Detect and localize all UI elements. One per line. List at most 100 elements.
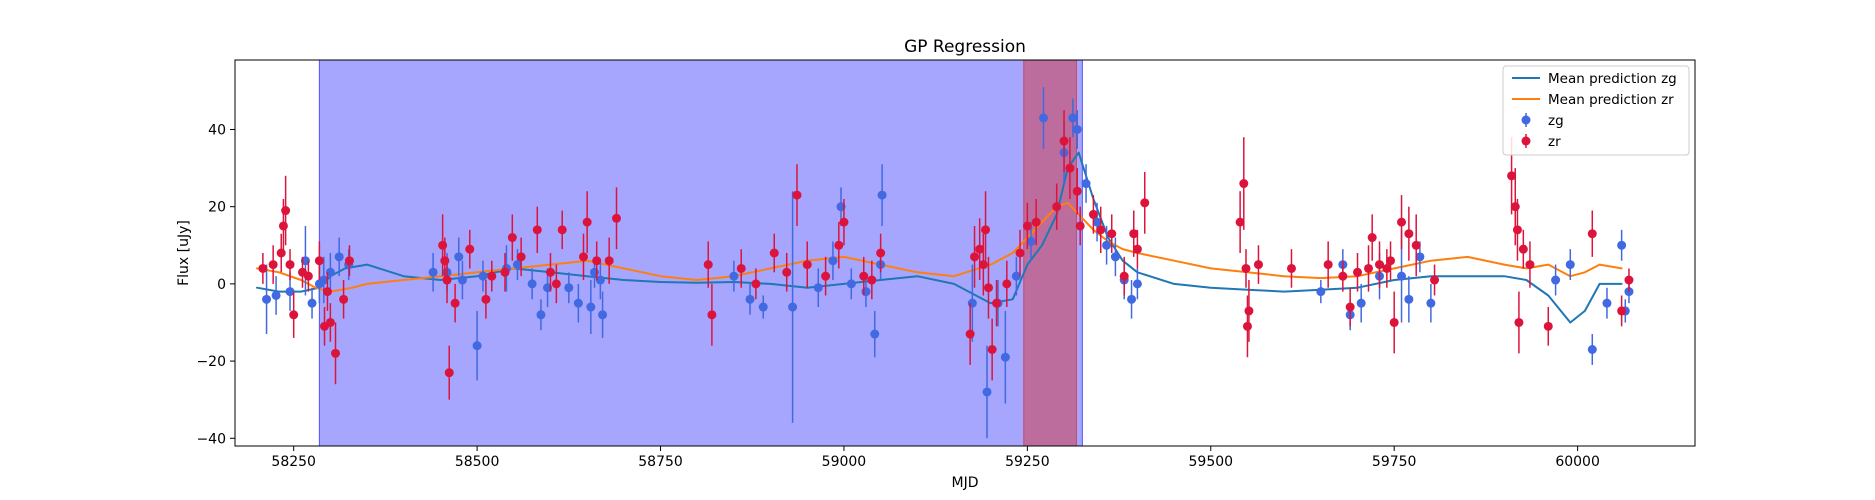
point-zr-3 [281, 175, 291, 246]
point-zr-64 [1065, 137, 1075, 199]
point-zr-30 [557, 210, 567, 250]
marker-zr-99 [1518, 244, 1528, 254]
point-zr-101 [1543, 307, 1553, 346]
point-zr-20 [450, 283, 460, 323]
y-axis-label: Flux [uJy] [176, 220, 192, 286]
point-zr-88 [1382, 249, 1392, 288]
point-zr-78 [1244, 280, 1254, 342]
point-zr-72 [1140, 171, 1150, 234]
marker-zr-38 [736, 263, 746, 273]
point-zr-68 [1096, 206, 1106, 253]
point-zg-64 [1426, 283, 1436, 323]
marker-zg-29 [758, 302, 768, 312]
point-zg-22 [573, 283, 583, 323]
marker-zr-98 [1514, 317, 1524, 327]
marker-zg-1 [271, 290, 281, 300]
point-zr-53 [975, 218, 985, 281]
marker-zr-11 [322, 287, 332, 297]
point-zr-2 [276, 233, 286, 273]
point-zr-0 [258, 253, 268, 284]
marker-zr-76 [1241, 263, 1251, 273]
marker-zr-63 [1059, 136, 1069, 146]
marker-zg-39 [967, 298, 977, 308]
point-zg-27 [729, 260, 739, 292]
point-zr-94 [1430, 264, 1440, 296]
point-zr-99 [1518, 229, 1528, 269]
point-zg-18 [527, 268, 537, 300]
marker-zr-31 [578, 252, 588, 262]
marker-zr-18 [442, 275, 452, 285]
marker-zg-21 [564, 283, 574, 293]
point-zr-89 [1386, 241, 1396, 281]
ytick-label-20: 20 [208, 200, 226, 216]
point-zr-40 [769, 233, 779, 273]
marker-zr-24 [500, 267, 510, 277]
point-zg-56 [1316, 280, 1326, 304]
xtick-label-59000: 59000 [822, 454, 867, 470]
marker-zr-78 [1244, 306, 1254, 316]
point-zg-49 [1081, 164, 1091, 203]
marker-zg-24 [595, 275, 605, 285]
marker-zr-32 [582, 217, 592, 227]
marker-zr-77 [1242, 321, 1252, 331]
point-zr-47 [859, 256, 869, 296]
marker-zg-63 [1415, 252, 1425, 262]
point-zg-66 [1565, 249, 1575, 281]
marker-zr-104 [1624, 275, 1634, 285]
marker-zr-43 [802, 260, 812, 270]
point-zg-48 [1072, 110, 1082, 149]
marker-zr-35 [612, 213, 622, 223]
x-axis-label: MJD [952, 475, 979, 491]
marker-zg-6 [319, 275, 329, 285]
marker-zg-64 [1426, 298, 1436, 308]
point-zr-98 [1514, 291, 1524, 354]
marker-zg-61 [1397, 271, 1407, 281]
marker-zg-40 [982, 387, 992, 397]
legend-box [1502, 65, 1690, 156]
legend: Mean prediction zg Mean prediction zr zg… [1502, 65, 1690, 156]
marker-zg-30 [788, 302, 798, 312]
marker-zr-75 [1239, 179, 1249, 189]
point-zr-104 [1624, 268, 1634, 292]
legend-label-zr-mean: Mean prediction zr [1548, 92, 1674, 108]
point-zr-8 [303, 260, 313, 292]
marker-zr-21 [465, 244, 475, 254]
marker-zg-15 [454, 252, 464, 262]
point-zg-36 [870, 310, 880, 358]
marker-zr-74 [1235, 217, 1245, 227]
point-zg-45 [1039, 87, 1049, 149]
point-zg-15 [454, 237, 464, 277]
point-zr-100 [1525, 241, 1535, 288]
marker-zr-8 [303, 271, 313, 281]
legend-label-zg-mean: Mean prediction zg [1548, 71, 1677, 87]
marker-zr-25 [507, 233, 517, 243]
point-zr-62 [1052, 183, 1062, 230]
marker-zr-67 [1088, 209, 1098, 219]
point-zr-46 [839, 198, 849, 246]
marker-zr-45 [834, 240, 844, 250]
point-zr-11 [322, 272, 332, 311]
marker-zr-93 [1411, 240, 1421, 250]
point-zg-62 [1404, 276, 1414, 323]
point-zr-6 [289, 291, 299, 338]
marker-zr-14 [339, 294, 349, 304]
marker-zr-23 [487, 271, 497, 281]
marker-zr-13 [331, 348, 341, 358]
point-zr-29 [551, 264, 561, 304]
point-zg-31 [813, 268, 823, 308]
point-zr-50 [965, 303, 975, 365]
marker-zr-89 [1386, 256, 1396, 266]
xtick-label-58250: 58250 [271, 454, 316, 470]
marker-zg-28 [745, 294, 755, 304]
marker-zr-100 [1525, 260, 1535, 270]
point-zg-14 [478, 260, 488, 292]
data-points [258, 87, 1634, 439]
legend-label-zr: zr [1548, 134, 1561, 150]
marker-zg-52 [1110, 252, 1120, 262]
marker-zr-56 [987, 345, 997, 354]
marker-zg-65 [1551, 275, 1561, 285]
point-zr-37 [707, 283, 717, 346]
marker-zr-90 [1389, 317, 1399, 327]
marker-zr-94 [1430, 275, 1440, 285]
marker-zg-23 [586, 302, 596, 312]
